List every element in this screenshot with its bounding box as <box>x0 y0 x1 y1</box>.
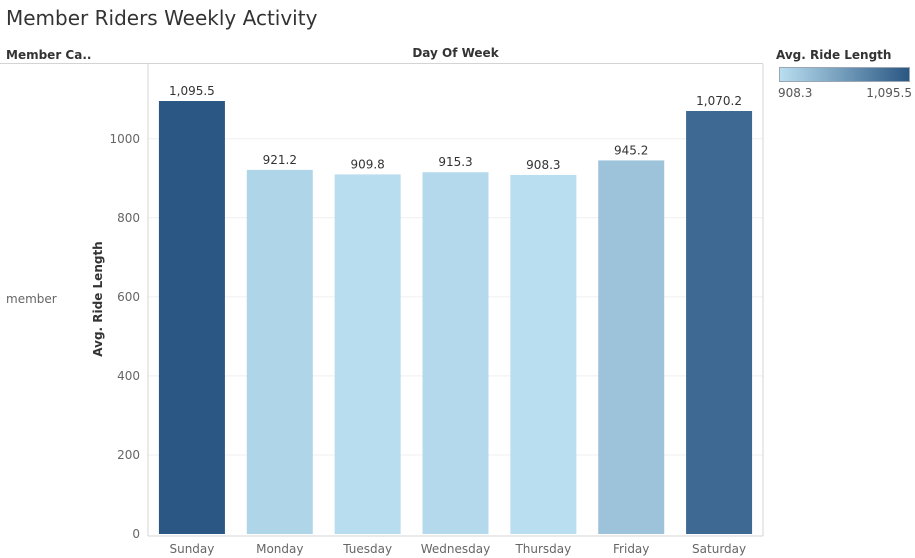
y-tick-label: 600 <box>117 290 140 304</box>
x-tick-label: Monday <box>256 542 303 556</box>
bar-tuesday[interactable] <box>334 174 401 534</box>
y-axis-title: Avg. Ride Length <box>91 241 105 356</box>
y-tick-label: 400 <box>117 369 140 383</box>
row-label-member: member <box>6 292 57 306</box>
y-tick-label: 0 <box>132 527 140 541</box>
legend-min-label: 908.3 <box>778 86 813 100</box>
legend-title: Avg. Ride Length <box>776 48 892 62</box>
y-tick-label: 200 <box>117 448 140 462</box>
y-tick-label: 1000 <box>109 132 140 146</box>
legend-max-label: 1,095.5 <box>866 86 912 100</box>
x-tick-label: Tuesday <box>342 542 392 556</box>
x-tick-label: Saturday <box>692 542 746 556</box>
x-tick-label: Sunday <box>169 542 214 556</box>
data-label: 908.3 <box>526 158 560 172</box>
header-divider <box>0 63 763 64</box>
chart-title: Member Riders Weekly Activity <box>6 6 318 30</box>
data-label: 945.2 <box>614 143 648 157</box>
x-tick-label: Wednesday <box>421 542 490 556</box>
bar-sunday[interactable] <box>158 101 225 534</box>
y-tick-label: 800 <box>117 211 140 225</box>
bar-wednesday[interactable] <box>422 172 489 535</box>
bar-thursday[interactable] <box>510 174 577 534</box>
data-label: 909.8 <box>350 157 384 171</box>
row-field-header[interactable]: Member Ca.. <box>6 48 92 62</box>
x-tick-label: Friday <box>613 542 649 556</box>
legend-gradient-bar <box>779 67 910 82</box>
bar-friday[interactable] <box>598 160 665 534</box>
data-label: 1,070.2 <box>696 94 742 108</box>
bar-monday[interactable] <box>246 169 313 535</box>
data-label: 915.3 <box>438 155 472 169</box>
data-label: 921.2 <box>263 153 297 167</box>
column-field-header[interactable]: Day Of Week <box>412 46 499 60</box>
legend-labels: 908.3 1,095.5 <box>776 86 912 102</box>
color-legend[interactable]: Avg. Ride Length 908.3 1,095.5 <box>776 48 912 102</box>
x-tick-label: Thursday <box>514 542 571 556</box>
bar-saturday[interactable] <box>686 111 753 534</box>
data-label: 1,095.5 <box>169 84 215 98</box>
